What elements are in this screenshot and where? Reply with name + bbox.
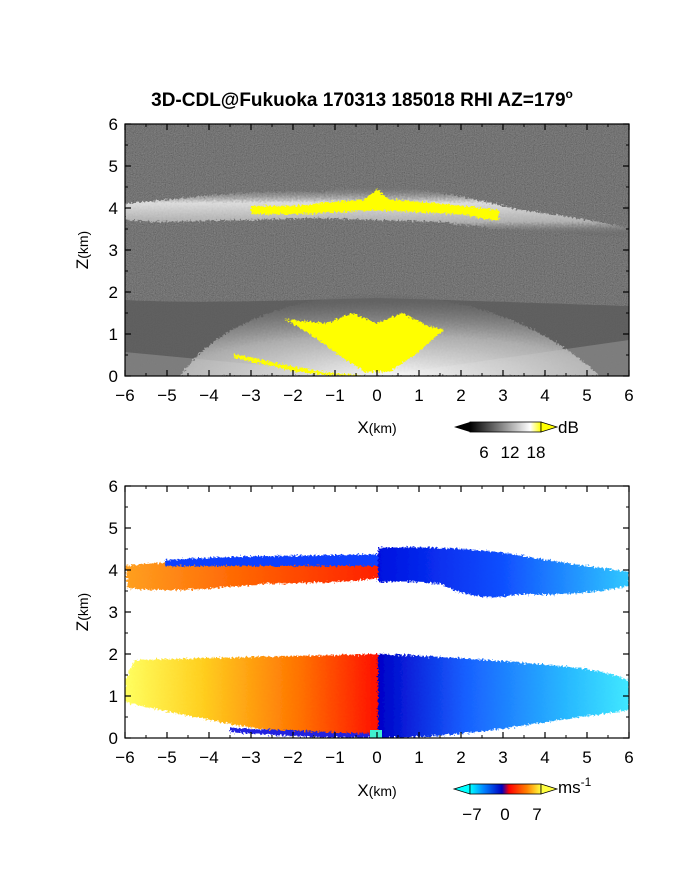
velocity-boundary-layer bbox=[125, 654, 629, 738]
x-tick-label-bottom: 3 bbox=[498, 748, 507, 767]
x-tick-label-bottom: 6 bbox=[624, 748, 633, 767]
boundary-layer-negative bbox=[378, 654, 629, 738]
y-tick-label-top: 0 bbox=[109, 367, 118, 386]
y-tick-label-top: 3 bbox=[109, 241, 118, 260]
cloud-layer bbox=[125, 184, 629, 238]
colorbar-bottom-tick-3: 7 bbox=[532, 805, 541, 824]
cloud-positive bbox=[125, 560, 378, 591]
y-tick-label-bottom: 2 bbox=[109, 645, 118, 664]
velocity-panel bbox=[125, 486, 629, 738]
x-tick-label-top: 1 bbox=[414, 386, 423, 405]
y-tick-label-bottom: 5 bbox=[109, 519, 118, 538]
x-tick-label-top: −4 bbox=[199, 386, 218, 405]
colorbar-bottom-tick-2: 0 bbox=[500, 805, 509, 824]
x-tick-label-top: −1 bbox=[325, 386, 344, 405]
velocity-cloud-layer bbox=[125, 547, 629, 598]
near-radar-cell bbox=[370, 730, 382, 738]
x-tick-label-bottom: −4 bbox=[199, 748, 218, 767]
x-tick-label-bottom: 0 bbox=[372, 748, 381, 767]
y-tick-label-top: 6 bbox=[109, 115, 118, 134]
colorbar-top-high-extend bbox=[540, 421, 559, 433]
x-tick-label-top: 2 bbox=[456, 386, 465, 405]
x-tick-label-top: −3 bbox=[241, 386, 260, 405]
colorbar-top-tick-2: 12 bbox=[501, 443, 520, 462]
chart-title: 3D-CDL@Fukuoka 170313 185018 RHI AZ=179o bbox=[151, 87, 573, 111]
y-tick-label-bottom: 4 bbox=[109, 561, 118, 580]
x-tick-label-bottom: −2 bbox=[283, 748, 302, 767]
x-tick-label-bottom: 1 bbox=[414, 748, 423, 767]
colorbar-bottom-ramp bbox=[469, 783, 542, 795]
colorbar-bottom: ms-1 −7 0 7 bbox=[452, 775, 592, 824]
x-tick-label-bottom: 5 bbox=[582, 748, 591, 767]
colorbar-bottom-tick-1: −7 bbox=[462, 805, 481, 824]
colorbar-bottom-unit: ms-1 bbox=[558, 775, 592, 797]
x-tick-label-bottom: 4 bbox=[540, 748, 549, 767]
y-tick-label-top: 2 bbox=[109, 283, 118, 302]
y-tick-label-bottom: 1 bbox=[109, 687, 118, 706]
saturated-near-range-echo bbox=[284, 313, 445, 372]
x-tick-label-top: 4 bbox=[540, 386, 549, 405]
y-tick-label-top: 4 bbox=[109, 199, 118, 218]
x-tick-label-top: 6 bbox=[624, 386, 633, 405]
x-tick-label-top: −5 bbox=[157, 386, 176, 405]
colorbar-top-tick-3: 18 bbox=[527, 443, 546, 462]
y-tick-label-bottom: 0 bbox=[109, 729, 118, 748]
x-tick-label-top: 3 bbox=[498, 386, 507, 405]
y-tick-label-bottom: 6 bbox=[109, 477, 118, 496]
cloud-negative bbox=[378, 547, 629, 598]
cloud-band bbox=[125, 184, 629, 238]
colorbar-bottom-low-extend bbox=[452, 783, 471, 795]
saturated-cloud-echo bbox=[251, 189, 499, 221]
y-tick-label-top: 1 bbox=[109, 325, 118, 344]
cloud-top-negative-strip bbox=[165, 554, 378, 566]
x-axis-label-bottom: X(km) bbox=[357, 781, 396, 800]
x-tick-label-bottom: −6 bbox=[115, 748, 134, 767]
axes-bottom: −6 −5 −4 −3 −2 −1 0 1 2 3 4 5 6 0 1 2 3 4 5 6 bbox=[109, 477, 634, 767]
boundary-layer-positive bbox=[125, 654, 378, 738]
colorbar-top-tick-1: 6 bbox=[479, 443, 488, 462]
colorbar-top-low-extend bbox=[454, 422, 470, 432]
x-tick-label-top: −2 bbox=[283, 386, 302, 405]
colorbar-top: dB 6 12 18 bbox=[454, 418, 579, 462]
y-tick-label-top: 5 bbox=[109, 157, 118, 176]
x-tick-label-bottom: 2 bbox=[456, 748, 465, 767]
saturation-echo bbox=[234, 189, 499, 376]
x-axis-label-top: X(km) bbox=[357, 418, 396, 437]
x-tick-label-top: 0 bbox=[372, 386, 381, 405]
x-tick-label-bottom: −3 bbox=[241, 748, 260, 767]
colorbar-bottom-high-extend bbox=[540, 783, 559, 795]
x-tick-label-top: 5 bbox=[582, 386, 591, 405]
backscatter-panel bbox=[125, 124, 629, 376]
colorbar-top-ramp bbox=[469, 421, 542, 433]
x-tick-label-bottom: −5 bbox=[157, 748, 176, 767]
colorbar-top-unit: dB bbox=[558, 418, 579, 437]
x-tick-label-bottom: −1 bbox=[325, 748, 344, 767]
near-ground-negative-strip bbox=[230, 728, 378, 738]
y-tick-label-bottom: 3 bbox=[109, 603, 118, 622]
y-axis-label-top: Z(km) bbox=[73, 231, 92, 269]
x-tick-label-top: −6 bbox=[115, 386, 134, 405]
y-axis-label-bottom: Z(km) bbox=[73, 593, 92, 631]
axes-top: −6 −5 −4 −3 −2 −1 0 1 2 3 4 5 6 0 1 2 3 4 5 6 bbox=[109, 115, 634, 405]
